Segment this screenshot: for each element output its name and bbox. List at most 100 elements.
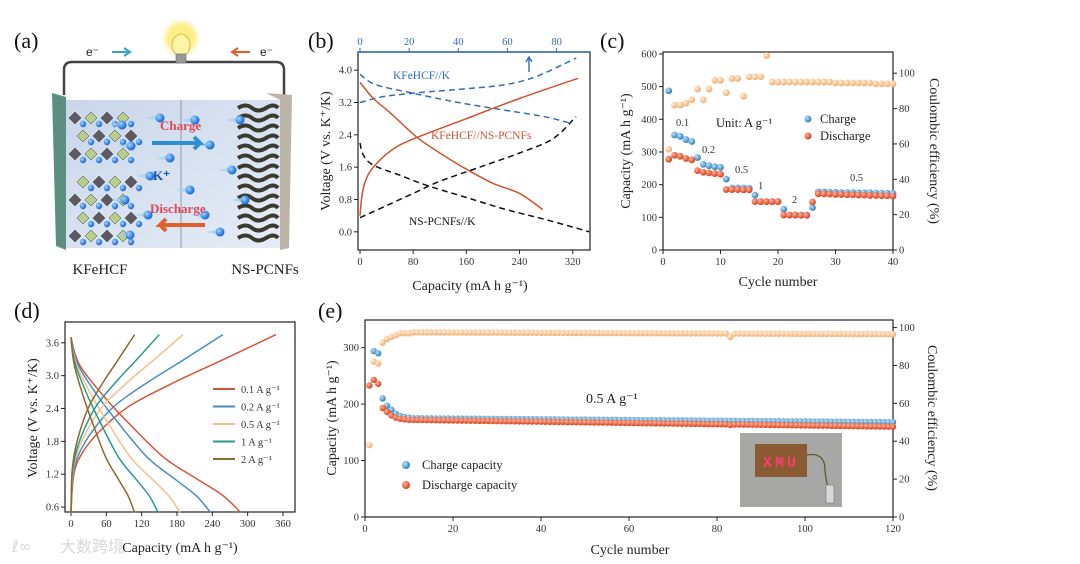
c-ce-point [837, 79, 845, 87]
c-ce-point [734, 75, 742, 82]
e-ce-point [568, 329, 575, 337]
e-x-tick-label: 100 [797, 524, 813, 535]
lattice-ion-icon [103, 184, 111, 192]
lattice-octahedron-icon [68, 193, 82, 207]
e-ce-point [881, 330, 888, 338]
b-top-x-tick-label: 40 [453, 37, 464, 48]
b-x-tick-label: 160 [458, 257, 474, 268]
c-discharge-point [814, 190, 822, 198]
c-discharge-point [809, 198, 816, 206]
e-ce-point [797, 330, 804, 338]
e-ce-point [414, 329, 421, 336]
c-rate-label: 0.5 [850, 173, 863, 184]
e-legend-charge-marker [402, 461, 410, 469]
inset-photo-led-demo: XMU [740, 433, 842, 507]
e-ce-point [771, 330, 778, 337]
e-ce-point [489, 329, 496, 336]
c-ce-point [855, 79, 862, 87]
b-x-tick-label: 240 [512, 257, 528, 268]
c-discharge-point [780, 211, 788, 219]
c-legend-charge-marker [804, 115, 812, 123]
d-x-axis-label: Capacity (mA h g⁻¹) [122, 541, 238, 556]
potassium-ion-icon [200, 210, 210, 220]
c-ce-point [814, 78, 822, 86]
charge-label: Charge [160, 118, 201, 133]
e-x-tick-label: 60 [624, 524, 635, 535]
e-charge-point [379, 395, 386, 402]
e-ce-point [806, 330, 813, 338]
lattice-octahedron-icon [84, 229, 98, 243]
e-ce-point [749, 330, 756, 337]
e-ce-point [867, 330, 875, 338]
c-ce-point [866, 79, 874, 87]
e-ce-point [480, 329, 487, 336]
discharge-label: Discharge [150, 201, 206, 216]
battery-icon [825, 484, 835, 504]
lattice-octahedron-icon [92, 175, 106, 189]
c-ce-point [740, 92, 747, 100]
lattice-ion-icon [127, 202, 135, 210]
e-ce-point [366, 441, 373, 449]
c-charge-point [671, 131, 678, 139]
c-ce-point [768, 78, 776, 86]
c-discharge-point [705, 169, 713, 177]
electron-label-left: e⁻ [86, 45, 99, 59]
c-x-tick-label: 0 [660, 257, 665, 268]
e-ce-point [828, 330, 835, 338]
d-x-tick-label: 300 [240, 519, 256, 530]
b-series-0-curve-1 [359, 73, 570, 124]
c-y-tick-label: 100 [641, 213, 657, 224]
c-discharge-point [820, 190, 828, 198]
c-discharge-point [866, 192, 874, 199]
e-right-y-tick-label: 40 [899, 437, 910, 448]
e-y-tick-label: 300 [343, 343, 359, 354]
c-ce-point [826, 78, 834, 86]
c-rate-label: 0.2 [702, 145, 715, 156]
c-ce-point [809, 78, 816, 86]
e-charge-point [885, 418, 892, 426]
b-series-2-curve-1 [359, 116, 577, 219]
c-ce-point [860, 79, 868, 87]
c-discharge-point [757, 198, 765, 206]
d-x-tick-label: 240 [204, 519, 220, 530]
e-ce-point [700, 330, 707, 337]
d-series-3-discharge-curve [70, 337, 159, 513]
e-ce-point [740, 330, 747, 337]
carbon-nanofiber-icon [236, 183, 280, 193]
d-legend-label: 0.2 A g⁻¹ [241, 403, 280, 414]
e-discharge-point [370, 376, 377, 384]
e-x-tick-label: 120 [885, 524, 901, 535]
d-x-tick-label: 180 [169, 519, 185, 530]
c-charge-point [751, 191, 759, 199]
c-ce-point [849, 79, 857, 87]
lattice-ion-icon [103, 138, 111, 146]
lattice-ion-icon [87, 184, 95, 192]
lattice-octahedron-icon [100, 147, 114, 161]
e-ce-point [832, 330, 839, 338]
c-charge-point [722, 175, 730, 183]
e-ce-point [590, 329, 597, 337]
e-ce-point [621, 329, 628, 337]
e-ce-point [788, 330, 795, 338]
b-y-tick-label: 1.6 [339, 163, 352, 174]
c-x-tick-label: 30 [830, 257, 841, 268]
e-ce-point [586, 329, 593, 337]
e-legend-charge: Charge capacity [422, 458, 503, 472]
b-top-x-tick-label: 0 [357, 37, 362, 48]
e-ce-point [485, 329, 492, 336]
c-right-y-axis-label: Coulombic efficiency (%) [926, 78, 941, 224]
e-ce-point [757, 330, 765, 337]
e-ce-point [419, 329, 426, 336]
lattice-octahedron-icon [92, 129, 106, 143]
c-ce-point [728, 75, 736, 82]
c-right-y-tick-label: 100 [899, 69, 915, 80]
e-ce-point [427, 329, 435, 336]
e-ce-point [643, 330, 650, 337]
e-ce-point [889, 331, 897, 338]
carbon-nanofiber-icon [236, 203, 280, 213]
lattice-ion-icon [127, 238, 135, 246]
c-discharge-point [889, 192, 897, 200]
c-discharge-point [803, 211, 811, 219]
c-discharge-point [791, 211, 799, 219]
potassium-ion-icon [205, 140, 215, 150]
